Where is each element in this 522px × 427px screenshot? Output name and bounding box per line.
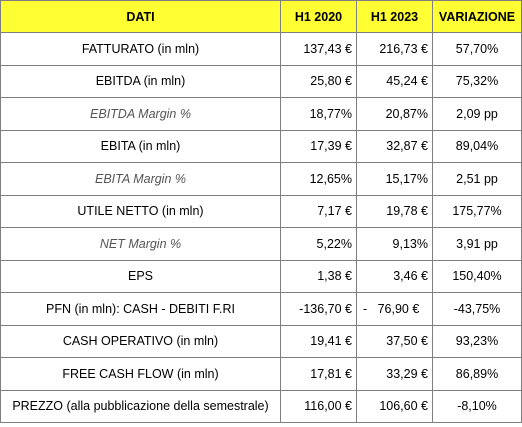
cell-variazione: -43,75%: [432, 292, 522, 326]
cell-variazione: 3,91 pp: [432, 227, 522, 261]
table-row: EBITDA Margin % 18,77% 20,87% 2,09 pp: [0, 97, 522, 131]
cell-h1-2023: 45,24 €: [356, 64, 433, 98]
cell-h1-2023: 32,87 €: [356, 129, 433, 163]
cell-h1-2020: 7,17 €: [280, 194, 357, 228]
cell-h1-2020: 19,41 €: [280, 324, 357, 358]
table-row: PFN (in mln): CASH - DEBITI F.RI -136,70 …: [0, 292, 522, 326]
cell-h1-2020: 18,77%: [280, 97, 357, 131]
cell-h1-2020: 12,65%: [280, 162, 357, 196]
table-row: FREE CASH FLOW (in mln) 17,81 €33,29 €86,…: [0, 357, 522, 391]
header-h1-2020: H1 2020: [280, 0, 357, 33]
table-row: UTILE NETTO (in mln) 7,17 €19,78 €175,77%: [0, 194, 522, 228]
table-row: EBITDA (in mln) 25,80 €45,24 €75,32%: [0, 64, 522, 98]
cell-h1-2023: 15,17%: [356, 162, 433, 196]
cell-variazione: 2,09 pp: [432, 97, 522, 131]
cell-h1-2023: 9,13%: [356, 227, 433, 261]
row-label: EBITDA Margin %: [0, 97, 281, 131]
cell-h1-2020: 17,81 €: [280, 357, 357, 391]
row-label: CASH OPERATIVO (in mln): [0, 324, 281, 358]
cell-variazione: 2,51 pp: [432, 162, 522, 196]
table-body: FATTURATO (in mln) 137,43 €216,73 €57,70%…: [0, 32, 522, 423]
table-row: EBITA Margin % 12,65% 15,17% 2,51 pp: [0, 162, 522, 196]
cell-variazione: 93,23%: [432, 324, 522, 358]
cell-h1-2020: 25,80 €: [280, 64, 357, 98]
cell-h1-2023: 37,50 €: [356, 324, 433, 358]
cell-variazione: 57,70%: [432, 32, 522, 66]
cell-h1-2023: 216,73 €: [356, 32, 433, 66]
cell-h1-2023: 19,78 €: [356, 194, 433, 228]
table-row: NET Margin % 5,22% 9,13% 3,91 pp: [0, 227, 522, 261]
row-label: EBITA (in mln): [0, 129, 281, 163]
table-row: EBITA (in mln) 17,39 €32,87 €89,04%: [0, 129, 522, 163]
cell-h1-2023: - 76,90 €: [356, 292, 433, 326]
table-row: CASH OPERATIVO (in mln) 19,41 €37,50 €93,…: [0, 324, 522, 358]
cell-h1-2020: 17,39 €: [280, 129, 357, 163]
cell-h1-2020: -136,70 €: [280, 292, 357, 326]
cell-h1-2023: 20,87%: [356, 97, 433, 131]
header-h1-2023: H1 2023: [356, 0, 433, 33]
cell-variazione: -8,10%: [432, 389, 522, 423]
row-label: NET Margin %: [0, 227, 281, 261]
header-row: DATI H1 2020 H1 2023 VARIAZIONE: [0, 0, 522, 33]
row-label: FATTURATO (in mln): [0, 32, 281, 66]
cell-variazione: 75,32%: [432, 64, 522, 98]
cell-h1-2023: 106,60 €: [356, 389, 433, 423]
row-label: FREE CASH FLOW (in mln): [0, 357, 281, 391]
cell-h1-2020: 1,38 €: [280, 259, 357, 293]
cell-variazione: 150,40%: [432, 259, 522, 293]
cell-h1-2020: 116,00 €: [280, 389, 357, 423]
cell-variazione: 89,04%: [432, 129, 522, 163]
header-variazione: VARIAZIONE: [432, 0, 522, 33]
table-row: EPS 1,38 €3,46 €150,40%: [0, 259, 522, 293]
row-label: EBITDA (in mln): [0, 64, 281, 98]
row-label: UTILE NETTO (in mln): [0, 194, 281, 228]
table-row: PREZZO (alla pubblicazione della semestr…: [0, 389, 522, 423]
row-label: EPS: [0, 259, 281, 293]
cell-variazione: 86,89%: [432, 357, 522, 391]
table-row: FATTURATO (in mln) 137,43 €216,73 €57,70%: [0, 32, 522, 66]
cell-h1-2020: 5,22%: [280, 227, 357, 261]
cell-h1-2023: 3,46 €: [356, 259, 433, 293]
row-label: EBITA Margin %: [0, 162, 281, 196]
row-label: PFN (in mln): CASH - DEBITI F.RI: [0, 292, 281, 326]
cell-variazione: 175,77%: [432, 194, 522, 228]
cell-h1-2020: 137,43 €: [280, 32, 357, 66]
row-label: PREZZO (alla pubblicazione della semestr…: [0, 389, 281, 423]
header-dati: DATI: [0, 0, 281, 33]
cell-h1-2023: 33,29 €: [356, 357, 433, 391]
